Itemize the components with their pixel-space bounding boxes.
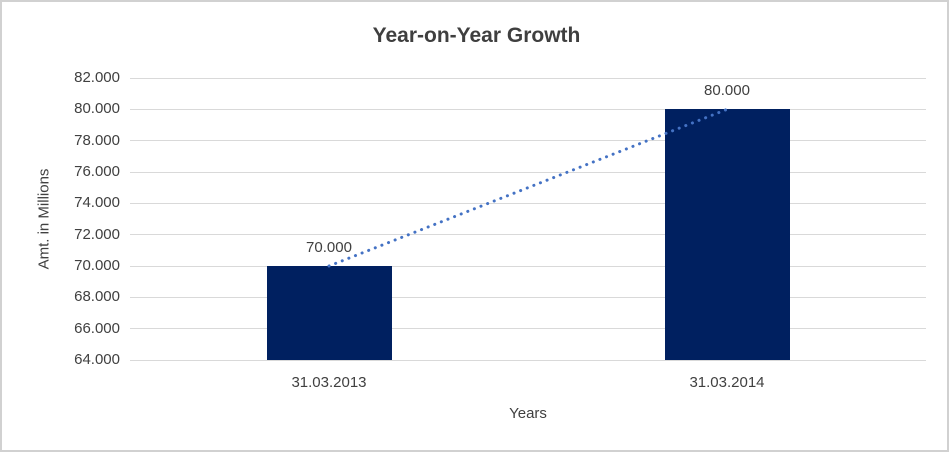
gridline bbox=[130, 234, 926, 236]
bar bbox=[664, 109, 790, 360]
x-axis-title: Years bbox=[509, 405, 547, 422]
y-tick-label: 74.000 bbox=[74, 194, 120, 212]
gridline bbox=[130, 265, 926, 267]
bar bbox=[266, 266, 392, 360]
chart-title: Year-on-Year Growth bbox=[372, 24, 581, 47]
y-axis-title: Amt. in Millions bbox=[35, 168, 53, 270]
y-tick-label: 68.000 bbox=[74, 288, 120, 306]
gridline bbox=[130, 296, 926, 298]
y-tick-label: 78.000 bbox=[74, 131, 120, 149]
gridline bbox=[130, 328, 926, 330]
gridline bbox=[130, 140, 926, 142]
y-tick-label: 82.000 bbox=[74, 69, 120, 86]
gridline bbox=[130, 77, 926, 79]
y-tick-label: 76.000 bbox=[74, 163, 120, 180]
trendline bbox=[327, 107, 729, 268]
gridline bbox=[130, 202, 926, 204]
y-tick-label: 70.000 bbox=[74, 257, 120, 274]
y-tick-label: 66.000 bbox=[74, 319, 120, 337]
y-tick-label: 64.000 bbox=[74, 351, 120, 368]
gridline bbox=[130, 171, 926, 173]
y-tick-label: 72.000 bbox=[74, 225, 120, 243]
data-label: 80.000 bbox=[704, 82, 750, 100]
plot-area bbox=[130, 77, 926, 361]
data-label: 70.000 bbox=[306, 239, 352, 256]
gridline bbox=[130, 359, 926, 361]
x-tick-label: 31.03.2013 bbox=[291, 374, 367, 391]
y-tick-label: 80.000 bbox=[74, 100, 120, 118]
gridline bbox=[130, 108, 926, 110]
x-tick-label: 31.03.2014 bbox=[689, 374, 765, 391]
